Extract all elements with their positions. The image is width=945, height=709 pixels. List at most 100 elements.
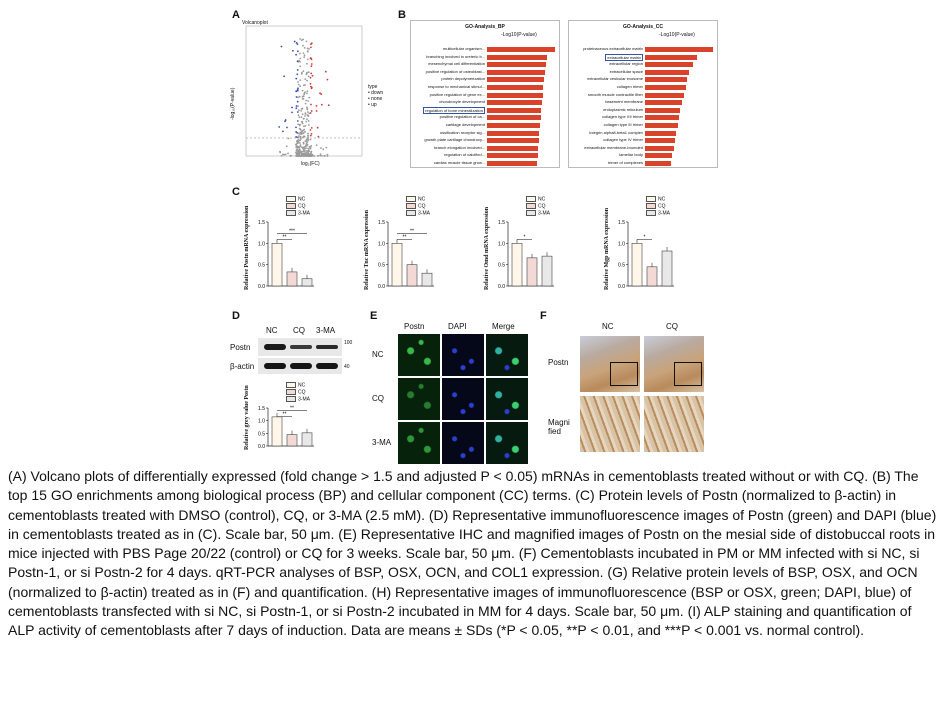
volcano-point [307,100,309,102]
wb-postn-blot [258,338,342,356]
volcano-point [316,155,319,157]
volcano-point [283,75,285,78]
go-cc-bar [645,161,671,166]
c-chart-1-legend-swatch [286,196,296,202]
ihc-row-header: Postn [548,358,569,367]
volcano-point [317,135,320,138]
volcano-point [307,120,310,122]
volcano-point [296,140,299,142]
volcano-point [295,136,297,138]
c-chart-4-legend-item: CQ [646,203,666,209]
c-chart-3-bar [541,255,553,287]
go-cc-term: smooth muscle contractile fiber [587,91,643,97]
volcano-point [296,120,299,122]
c-chart-3-svg: 0.0 0.5 1.0 1.5 * [498,220,554,290]
c-chart-2-legend-swatch [406,203,416,209]
go-cc-axis-title: -Log10(P-value) [659,32,695,38]
ihc-image [644,396,704,452]
volcano-point [308,96,311,99]
c-chart-4: Relative Mgp mRNA expression 0.0 0.5 1.0 1.5… [604,194,704,298]
wb-lane-3ma: 3-MA [316,326,336,335]
volcano-point [301,153,303,155]
volcano-point [313,155,316,157]
c-chart-1-legend-label: NC [298,196,306,203]
volcano-point [279,150,281,153]
volcano-point [297,81,299,83]
volcano-point [295,151,297,154]
volcano-point [306,150,308,152]
volcano-point [319,153,322,156]
volcano-point [301,89,304,92]
go-bp-bar [487,123,540,128]
go-cc-bar [645,77,688,83]
volcano-point [295,146,298,149]
d-chart-legend-label: NC [298,382,306,389]
volcano-point [295,42,298,44]
d-chart-tick-label: 1.0 [258,419,265,425]
go-cc-bar [645,145,674,151]
go-bp-bar [487,138,539,144]
volcano-point [295,143,297,146]
volcano-point [302,132,305,134]
volcano-point [306,50,309,53]
volcano-point [309,134,312,137]
volcano-point [303,54,306,57]
c-chart-4-tick-label: 0.5 [618,263,625,269]
volcano-point [295,90,298,93]
volcano-point [301,150,304,153]
go-bp-term: positive regulation of osteoblast... [425,68,485,74]
c-chart-4-bar [646,266,658,287]
volcano-point [295,96,298,98]
go-cc-title: GO-Analysis_CC [622,24,663,30]
volcano-point [297,123,300,126]
volcano-point [297,132,300,135]
panel-label-c: C [232,186,240,198]
volcano-point [304,113,307,115]
go-bp-bar [487,130,540,136]
volcano-point [307,136,310,139]
volcano-point [310,127,313,129]
go-bp-bar [487,100,543,106]
volcano-point [297,87,299,90]
volcano-point [306,107,309,109]
go-bp-term: cardiac muscle tissue grow... [433,160,485,165]
c-chart-3-sig-label: * [524,234,526,240]
volcano-point [299,65,302,68]
volcano-point [326,78,329,81]
volcano-point [296,111,299,113]
volcano-point [302,38,304,41]
go-cc-bar [645,115,679,121]
c-chart-3-tick-label: 0.5 [498,263,505,269]
volcano-point [298,154,301,157]
volcano-point [292,49,294,52]
volcano-legend-title: type [368,84,378,90]
go-bp-term: response to mechanical stimul... [427,84,485,89]
go-bp-term: positive regulation of gene ex... [429,91,485,97]
if-row-header: 3-MA [372,438,392,447]
volcano-point [306,114,309,116]
figure-caption: (A) Volcano plots of differentially expr… [8,468,937,639]
d-chart-sig-label: ** [290,406,294,412]
volcano-point [304,130,306,133]
legend-up-label: up [371,102,377,108]
volcano-point [300,110,303,112]
go-bp-term: mesenchymal cell differentiation [428,61,485,67]
volcano-point [297,149,300,152]
volcano-canvas [245,25,363,157]
go-bp-bar [487,62,546,68]
go-cc-term: extracellular matrix [605,53,643,61]
wb-marker-100: 100 [344,340,353,346]
volcano-point [295,53,297,56]
if-image [486,378,528,420]
volcano-point [299,144,302,146]
volcano-point [306,141,308,144]
volcano-point [315,110,318,112]
volcano-point [320,93,323,95]
c-chart-4-legend-label: NC [658,196,666,203]
go-bp-bar [487,47,555,52]
if-image [398,422,440,464]
volcano-point [300,138,302,140]
volcano-point [310,133,313,135]
volcano-point [303,92,306,94]
legend-down-label: down [371,90,384,96]
